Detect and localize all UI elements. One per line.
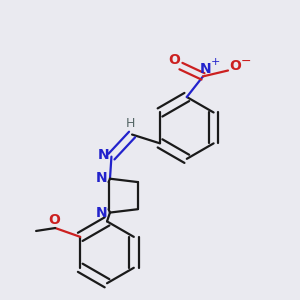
Text: O: O (48, 213, 60, 227)
Text: N: N (200, 62, 211, 76)
Text: +: + (211, 57, 220, 67)
Text: H: H (126, 117, 135, 130)
Text: O: O (169, 52, 180, 67)
Text: N: N (98, 148, 109, 162)
Text: N: N (96, 170, 107, 184)
Text: −: − (240, 55, 251, 68)
Text: N: N (96, 206, 107, 220)
Text: O: O (230, 59, 241, 73)
